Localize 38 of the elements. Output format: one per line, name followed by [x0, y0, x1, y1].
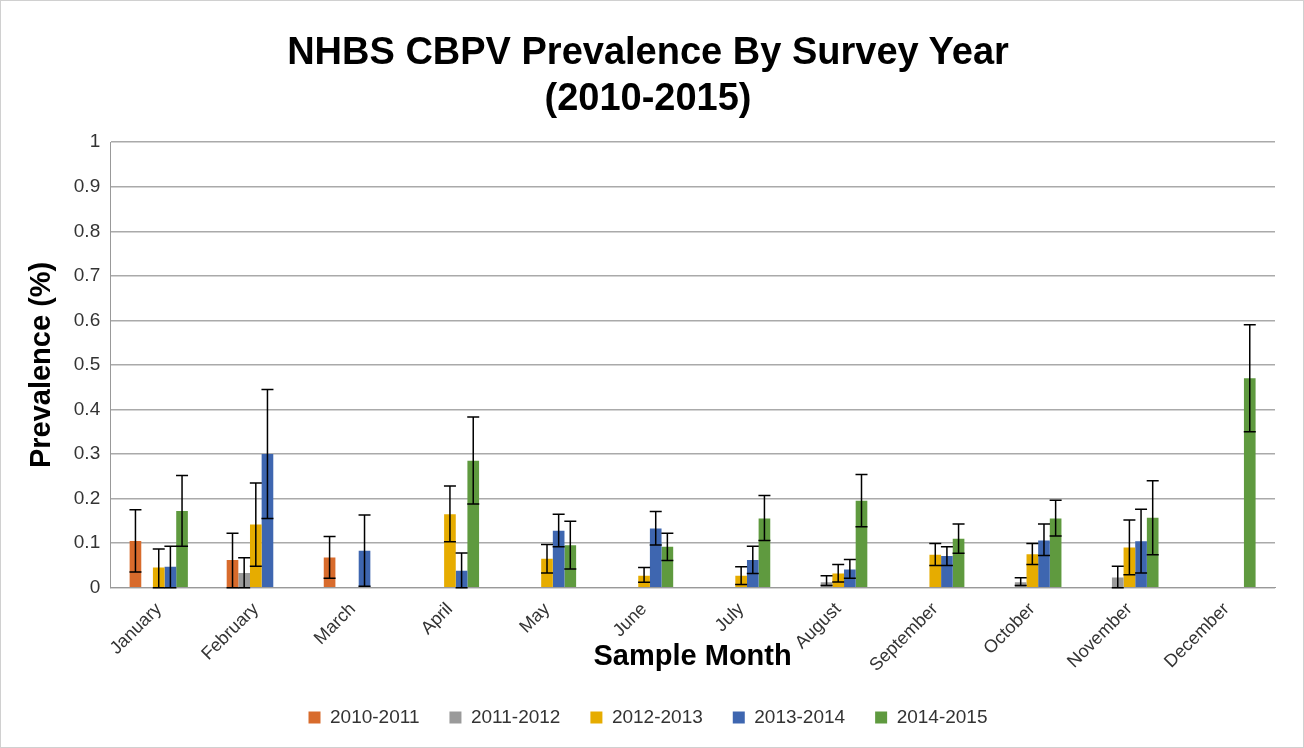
legend-label: 2014-2015	[896, 705, 988, 727]
bar	[176, 511, 188, 587]
legend-label: 2013-2014	[754, 705, 846, 727]
bar	[758, 518, 771, 587]
bar	[552, 530, 565, 587]
y-tick-label: 0.6	[73, 308, 101, 330]
bar	[855, 500, 868, 587]
x-tick-label: July	[710, 598, 748, 636]
bar	[564, 545, 577, 587]
y-tick-label: 0.9	[73, 174, 101, 196]
legend-label: 2010-2011	[330, 705, 420, 727]
chart-title: NHBS CBPV Prevalence By Survey Year (2010-2015)	[287, 30, 1010, 118]
bar	[467, 460, 480, 587]
y-axis-title: Prevalence (%)	[24, 261, 57, 469]
y-tick-label: 0.3	[73, 442, 101, 464]
x-axis-title: Sample Month	[593, 638, 792, 671]
y-tick-label: 0.2	[73, 486, 101, 508]
bar	[152, 567, 165, 587]
legend-label: 2012-2013	[611, 705, 703, 727]
bar	[444, 514, 456, 587]
y-tick-label: 1	[89, 130, 101, 152]
bar	[952, 538, 965, 587]
bar	[941, 556, 953, 587]
y-tick-label: 0.5	[73, 353, 101, 375]
y-tick-label: 0.1	[73, 531, 101, 553]
bar	[929, 554, 942, 587]
bar	[1038, 540, 1050, 587]
bar	[1026, 554, 1039, 587]
legend-label: 2011-2012	[470, 705, 561, 727]
bar	[1146, 517, 1159, 587]
x-tick-label: May	[515, 598, 554, 637]
bar	[1243, 378, 1256, 587]
y-tick-label: 0.8	[73, 219, 101, 241]
bar	[261, 454, 274, 587]
y-tick-label: 0.4	[73, 397, 101, 419]
bar	[649, 528, 662, 587]
y-tick-label: 0.7	[73, 264, 101, 286]
y-tick-label: 0	[89, 575, 101, 597]
